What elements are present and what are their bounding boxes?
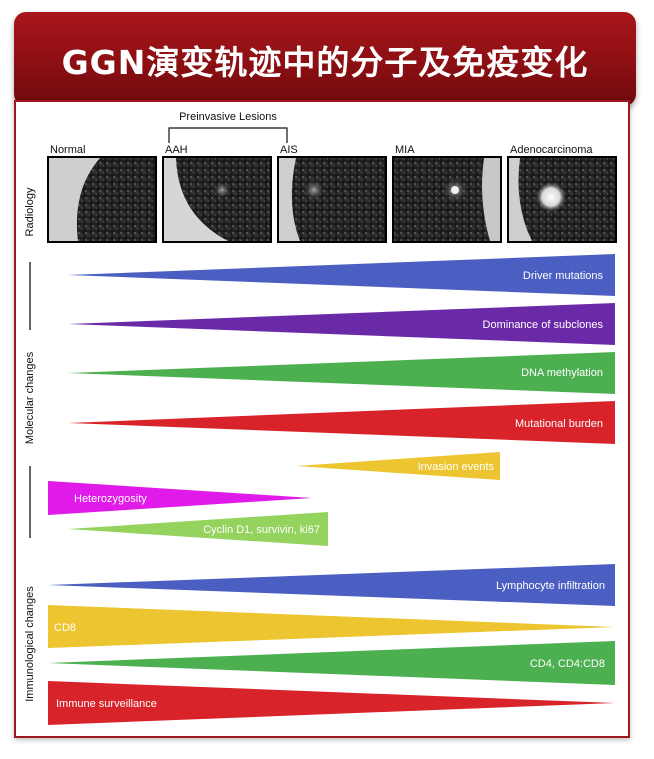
wedge-label-heterozygosity: Heterozygosity — [74, 493, 147, 505]
wedge-lymphocyte-infiltration — [48, 564, 615, 606]
stage-label-mia: MIA — [395, 144, 415, 156]
wedge-driver-mutations — [68, 254, 615, 296]
wedge-mutational-burden — [68, 401, 615, 444]
wedge-label-invasion-events: Invasion events — [418, 461, 495, 473]
wedge-heterozygosity — [48, 481, 312, 515]
wedge-cd4 — [48, 641, 615, 685]
wedge-cyclin-d1 — [68, 512, 328, 546]
wedge-label-lymphocyte-infiltration: Lymphocyte infiltration — [496, 580, 605, 592]
wedge-label-dominance-of-subclones: Dominance of subclones — [483, 319, 604, 331]
ct-image-adenocarcinoma — [507, 156, 617, 243]
side-label-immunological: Immunological changes — [24, 586, 36, 702]
stage-label-ais: AIS — [280, 144, 298, 156]
ct-image-aah — [162, 156, 272, 243]
wedge-label-immune-surveillance: Immune surveillance — [56, 698, 157, 710]
ct-image-ais — [277, 156, 387, 243]
preinvasive-label: Preinvasive Lesions — [179, 111, 277, 123]
page-title: GGN演变轨迹中的分子及免疫变化 — [61, 43, 589, 82]
wedge-dna-methylation — [68, 352, 615, 394]
wedge-label-cd8: CD8 — [54, 622, 76, 634]
title-banner: GGN演变轨迹中的分子及免疫变化 — [14, 12, 636, 106]
preinvasive-bracket: Preinvasive Lesions — [168, 111, 288, 143]
stage-label-aah: AAH — [165, 144, 188, 156]
wedge-label-driver-mutations: Driver mutations — [523, 270, 604, 282]
wedge-label-cd4: CD4, CD4:CD8 — [530, 658, 605, 670]
side-label-radiology: Radiology — [24, 187, 36, 236]
ct-image-normal — [47, 156, 157, 243]
wedge-immune-surveillance — [48, 681, 615, 725]
wedge-dominance-of-subclones — [68, 303, 615, 345]
wedge-label-dna-methylation: DNA methylation — [521, 367, 603, 379]
ct-image-mia — [392, 156, 502, 243]
stage-label-adenocarcinoma: Adenocarcinoma — [510, 144, 593, 156]
side-label-molecular: Molecular changes — [24, 351, 36, 444]
wedge-cd8 — [48, 605, 615, 648]
stage-label-normal: Normal — [50, 144, 85, 156]
wedge-label-cyclin-d1: Cyclin D1, survivin, ki67 — [203, 524, 320, 536]
wedge-label-mutational-burden: Mutational burden — [515, 418, 603, 430]
wedge-invasion-events — [296, 452, 500, 480]
